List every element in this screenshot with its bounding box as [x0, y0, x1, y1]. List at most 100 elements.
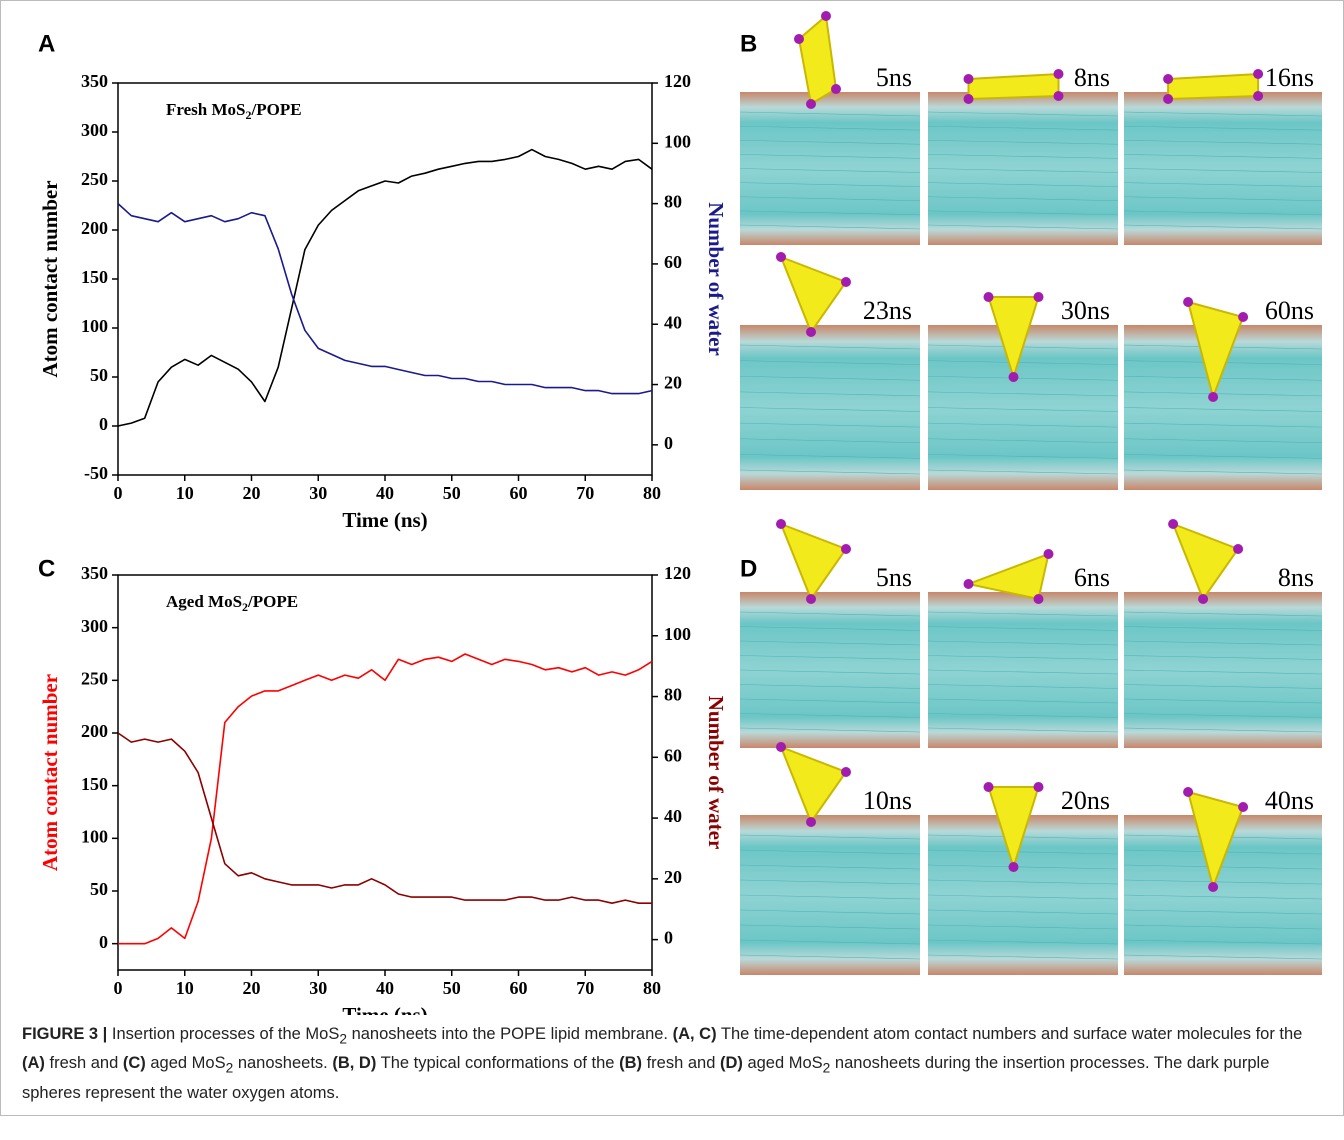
lipid-streak — [927, 111, 1119, 117]
water-oxygen — [821, 11, 831, 21]
lipid-streak — [927, 139, 1119, 145]
lipid-streak — [1123, 469, 1323, 475]
caption-text: (B, D) — [332, 1054, 377, 1073]
y-tick-label: 50 — [90, 365, 108, 385]
x-tick-label: 10 — [176, 483, 194, 503]
lipid-streak — [927, 224, 1119, 230]
caption-text: aged MoS — [145, 1054, 226, 1073]
snapshot-time: 23ns — [863, 296, 912, 325]
x-tick-label: 10 — [176, 978, 194, 998]
y-axis-title: Atom contact number — [38, 674, 62, 871]
lipid-streak — [739, 924, 921, 930]
y2-tick-label: 0 — [664, 928, 673, 948]
lipid-streak — [927, 422, 1119, 428]
water-oxygen — [1208, 392, 1219, 402]
membrane — [928, 592, 1118, 748]
lipid-streak — [739, 375, 921, 381]
annotation-text: Fresh MoS — [166, 100, 246, 119]
snapshot-time: 5ns — [876, 63, 912, 92]
nanosheet-body — [1171, 522, 1240, 602]
plot-frame — [117, 82, 653, 476]
lipid-streak — [1123, 727, 1323, 733]
lipid-streak — [739, 407, 921, 412]
lipid-streak — [739, 154, 921, 159]
water-oxygen — [1198, 594, 1209, 604]
caption-text: The time-dependent atom contact numbers … — [716, 1025, 1303, 1043]
panel-label: A — [38, 30, 55, 57]
caption-text: nanosheets into the POPE lipid membrane. — [346, 1025, 673, 1043]
lipid-streak — [927, 939, 1119, 945]
lipid-streak — [739, 196, 921, 202]
lipid-streak — [927, 125, 1119, 131]
water-oxygen — [1053, 91, 1064, 101]
x-tick-label: 50 — [443, 483, 461, 503]
lipid-streak — [739, 684, 921, 689]
water-oxygen — [963, 74, 974, 84]
water-oxygen — [1008, 862, 1019, 872]
y-tick-label: 200 — [81, 721, 108, 741]
y2-tick-label: 80 — [664, 685, 682, 705]
water-oxygen — [776, 519, 786, 529]
y-tick-label: 150 — [81, 267, 108, 287]
lipid-streak — [927, 669, 1119, 675]
lipid-streak — [927, 210, 1119, 216]
nanosheet-body — [797, 14, 838, 106]
lipid-streak — [1123, 655, 1323, 660]
snapshot-time: 40ns — [1265, 786, 1314, 815]
lipid-streak — [927, 909, 1119, 915]
lipid-streak — [1123, 125, 1323, 131]
water-oxygen — [1238, 802, 1249, 812]
nanosheet-body — [987, 786, 1040, 871]
caption-text: 2 — [339, 1031, 347, 1047]
y-tick-label: 250 — [81, 169, 108, 189]
water-oxygen — [831, 84, 841, 94]
nanosheet — [1168, 519, 1244, 604]
lipid-streak — [739, 626, 921, 631]
water-oxygen — [806, 99, 816, 109]
lipid-streak — [739, 360, 921, 365]
lipid-streak — [1123, 939, 1323, 945]
y2-tick-label: 80 — [664, 192, 682, 212]
lipid-streak — [739, 224, 921, 230]
y-tick-label: 350 — [81, 563, 108, 583]
lipid-streak — [739, 469, 921, 475]
nanosheet-body — [1186, 790, 1245, 891]
lipid-streak — [739, 125, 921, 131]
snapshot-time: 30ns — [1061, 296, 1110, 325]
lipid-streak — [927, 626, 1119, 631]
lipid-streak — [927, 469, 1119, 475]
data-line — [117, 732, 652, 904]
annotation-text: Aged MoS — [166, 592, 242, 611]
snapshot-time: 5ns — [876, 563, 912, 592]
x-tick-label: 30 — [309, 978, 327, 998]
nanosheet — [776, 742, 851, 827]
lipid-streak — [739, 727, 921, 733]
chart-annotation: Aged MoS2/POPE — [166, 592, 298, 614]
caption-text: The typical conformations of the — [376, 1054, 620, 1073]
lipid-streak — [927, 684, 1119, 689]
panel-label: B — [740, 30, 757, 57]
lipid-streak — [927, 924, 1119, 930]
lipid-streak — [927, 407, 1119, 412]
y-axis-title: Atom contact number — [38, 180, 62, 377]
membrane — [928, 92, 1118, 245]
nanosheet-body — [779, 745, 848, 825]
x-tick-label: 20 — [243, 483, 261, 503]
water-oxygen — [806, 594, 816, 604]
lipid-streak — [927, 849, 1119, 855]
lipid-streak — [739, 182, 921, 187]
y-tick-label: 0 — [99, 414, 108, 434]
water-oxygen — [983, 292, 994, 302]
lipid-streak — [739, 422, 921, 428]
figure: A0 10 20 30 40 50 60 70 80-500501001502002503003… — [38, 11, 1323, 1015]
lipid-streak — [927, 698, 1119, 704]
lipid-streak — [739, 864, 921, 870]
nanosheet — [963, 69, 1064, 104]
y2-tick-label: 120 — [664, 71, 691, 91]
water-oxygen — [1208, 882, 1219, 892]
caption-text: (C) — [122, 1054, 146, 1073]
lipid-streak — [1123, 611, 1323, 617]
lipid-streak — [927, 611, 1119, 617]
lipid-streak — [1123, 139, 1323, 145]
y2-axis-title: Number of water — [704, 202, 728, 356]
